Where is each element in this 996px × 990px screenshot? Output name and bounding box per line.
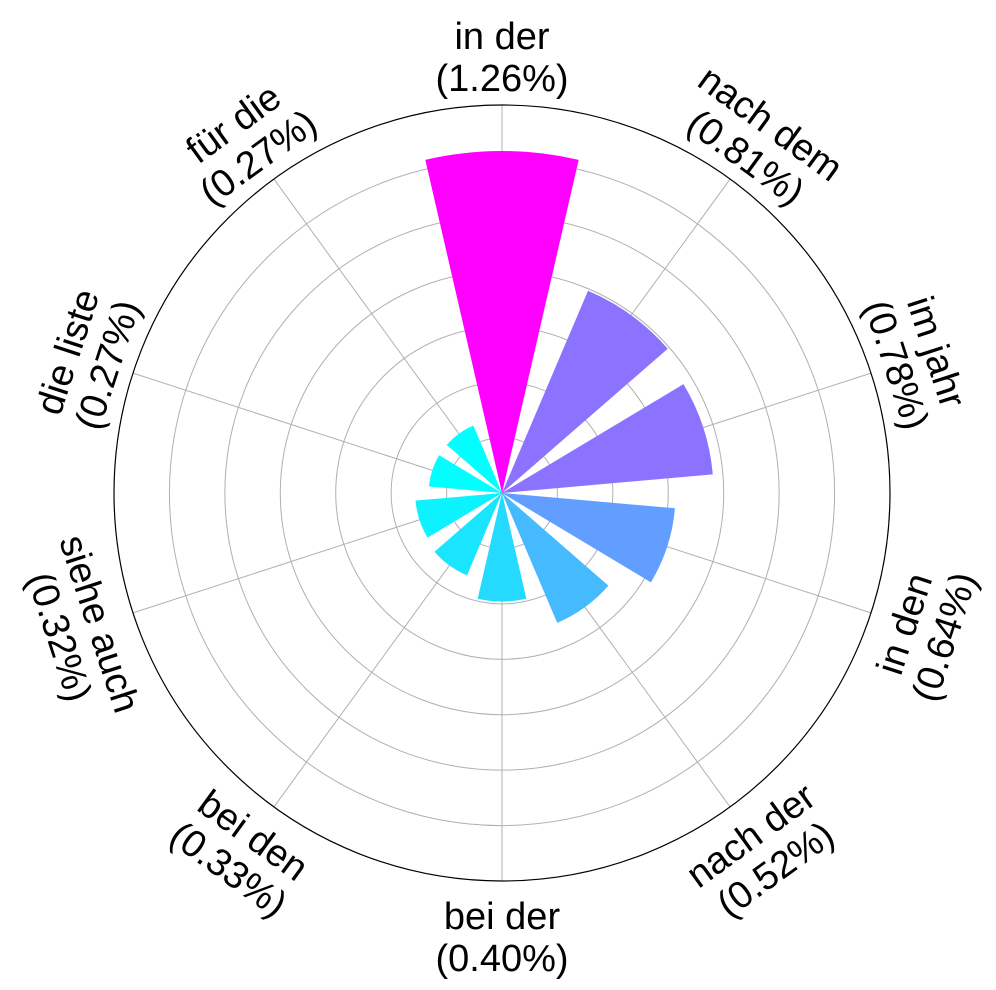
category-label-text: bei der (0.40%) — [435, 896, 568, 980]
bar-bei-den — [434, 493, 502, 576]
category-label: für die(0.27%) — [168, 68, 325, 214]
category-label: siehe auch(0.32%) — [10, 530, 147, 731]
category-percent: (0.40%) — [435, 938, 568, 980]
bar-für-die — [446, 425, 502, 493]
category-label-text: nach dem(0.81%) — [665, 58, 849, 224]
bars — [415, 151, 713, 623]
category-label-text: in den(0.64%) — [865, 554, 986, 707]
category-label: in der (1.26%) — [435, 16, 568, 100]
bar-in-den — [502, 493, 675, 583]
category-label-text: in der (1.26%) — [435, 16, 568, 100]
bar-siehe-auch — [415, 493, 502, 538]
category-label: nach der(0.52%) — [679, 775, 848, 930]
category-label-text: im jahr(0.78%) — [855, 282, 976, 435]
category-label-text: für die(0.27%) — [168, 68, 325, 214]
category-label: bei den(0.33%) — [162, 780, 319, 926]
bar-nach-der — [502, 493, 609, 623]
bar-bei-der — [477, 493, 527, 602]
category-percent: (1.26%) — [435, 58, 568, 100]
category-label: die liste(0.27%) — [28, 282, 149, 435]
bar-nach-dem — [502, 290, 668, 493]
category-name: in der — [454, 16, 549, 58]
category-label: im jahr(0.78%) — [855, 282, 976, 435]
category-label-text: bei den(0.33%) — [162, 780, 319, 926]
category-label: in den(0.64%) — [865, 554, 986, 707]
bar-die-liste — [429, 455, 502, 493]
category-label-text: siehe auch(0.32%) — [10, 530, 147, 731]
category-label-text: die liste(0.27%) — [28, 282, 149, 435]
category-label: nach dem(0.81%) — [665, 58, 850, 224]
category-label-text: nach der(0.52%) — [679, 775, 848, 930]
category-label: bei der (0.40%) — [435, 896, 568, 980]
bar-im-jahr — [502, 384, 713, 493]
category-name: bei der — [444, 896, 561, 938]
bar-in-der — [425, 151, 579, 494]
polar-frame — [113, 104, 891, 882]
